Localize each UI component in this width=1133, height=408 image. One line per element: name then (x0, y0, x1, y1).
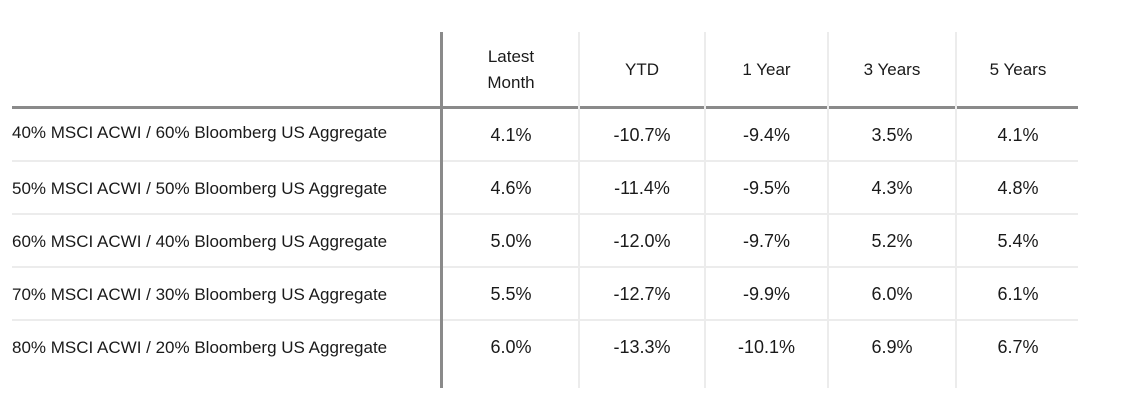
cell-latest-month: 4.6% (490, 178, 532, 198)
header-5-years: 5 Years (989, 60, 1047, 79)
cell-latest-month: 5.5% (490, 284, 532, 304)
cell-ytd: -13.3% (613, 337, 671, 357)
cell-3-years: 3.5% (871, 125, 913, 145)
table-header: Latest Month YTD 1 Year 3 Years 5 Years (12, 32, 1080, 109)
cell-1-year: -10.1% (737, 337, 796, 357)
cell-1-year: -9.4% (742, 125, 791, 145)
label-column-divider (440, 32, 443, 388)
column-divider (827, 32, 829, 388)
cell-latest-month: 5.0% (490, 231, 532, 251)
header-latest-month: Latest Month (487, 47, 535, 92)
row-label: 80% MSCI ACWI / 20% Bloomberg US Aggrega… (12, 337, 388, 357)
cell-1-year: -9.9% (742, 284, 791, 304)
row-label: 70% MSCI ACWI / 30% Bloomberg US Aggrega… (12, 284, 388, 304)
cell-ytd: -10.7% (613, 125, 671, 145)
column-divider (704, 32, 706, 388)
cell-1-year: -9.5% (742, 178, 791, 198)
header-divider (12, 106, 1078, 109)
table-row: 80% MSCI ACWI / 20% Bloomberg US Aggrega… (12, 321, 1080, 374)
row-label: 60% MSCI ACWI / 40% Bloomberg US Aggrega… (12, 231, 388, 251)
cell-ytd: -12.0% (613, 231, 671, 251)
cell-5-years: 6.7% (997, 337, 1039, 357)
cell-5-years: 5.4% (997, 231, 1039, 251)
table-row: 40% MSCI ACWI / 60% Bloomberg US Aggrega… (12, 109, 1080, 162)
cell-5-years: 4.1% (997, 125, 1039, 145)
row-divider (12, 266, 1078, 268)
row-divider (12, 319, 1078, 321)
row-divider (12, 160, 1078, 162)
row-label: 50% MSCI ACWI / 50% Bloomberg US Aggrega… (12, 178, 388, 198)
cell-3-years: 6.0% (871, 284, 913, 304)
column-divider (578, 32, 580, 388)
cell-3-years: 4.3% (871, 178, 913, 198)
column-divider (955, 32, 957, 388)
cell-5-years: 6.1% (997, 284, 1039, 304)
cell-3-years: 6.9% (871, 337, 913, 357)
cell-1-year: -9.7% (742, 231, 791, 251)
row-label: 40% MSCI ACWI / 60% Bloomberg US Aggrega… (12, 122, 388, 142)
cell-ytd: -12.7% (613, 284, 671, 304)
table-row: 50% MSCI ACWI / 50% Bloomberg US Aggrega… (12, 162, 1080, 215)
cell-3-years: 5.2% (871, 231, 913, 251)
header-1-year: 1 Year (742, 60, 791, 79)
cell-latest-month: 4.1% (490, 125, 532, 145)
row-divider (12, 213, 1078, 215)
header-3-years: 3 Years (863, 60, 921, 79)
returns-table: Latest Month YTD 1 Year 3 Years 5 Years … (12, 32, 1080, 388)
cell-ytd: -11.4% (614, 178, 670, 198)
cell-latest-month: 6.0% (490, 337, 532, 357)
table-row: 60% MSCI ACWI / 40% Bloomberg US Aggrega… (12, 215, 1080, 268)
cell-5-years: 4.8% (997, 178, 1039, 198)
header-ytd: YTD (625, 60, 659, 79)
table-row: 70% MSCI ACWI / 30% Bloomberg US Aggrega… (12, 268, 1080, 321)
